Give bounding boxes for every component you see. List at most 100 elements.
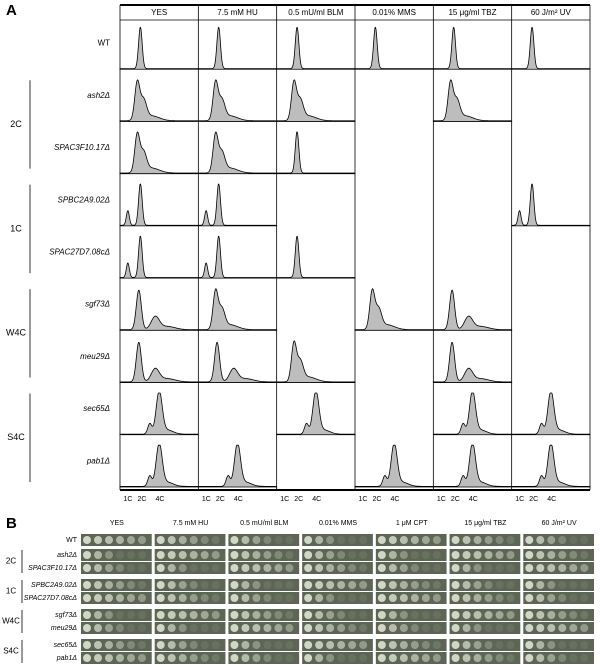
colony-spot xyxy=(525,551,534,559)
row-label: sgf73Δ xyxy=(55,612,77,619)
colony-spot xyxy=(421,594,430,602)
colony-spot xyxy=(105,581,113,589)
histogram xyxy=(432,79,513,122)
group-label: 1C xyxy=(10,223,22,233)
colony-spot xyxy=(211,611,220,619)
axis-label: 4C xyxy=(312,496,321,503)
colony-spot xyxy=(94,594,102,602)
colony-spot xyxy=(495,536,504,544)
colony-spot xyxy=(83,564,91,572)
panel-label: A xyxy=(6,2,17,19)
axis-label: 2C xyxy=(451,496,460,503)
colony-spot xyxy=(388,551,397,559)
colony-spot xyxy=(252,641,261,649)
colony-spot xyxy=(399,654,408,662)
colony-spot xyxy=(359,654,368,662)
colony-spot xyxy=(167,611,176,619)
colony-spot xyxy=(580,564,589,572)
column-header: YES xyxy=(151,8,167,17)
colony-spot xyxy=(432,536,441,544)
colony-spot xyxy=(285,611,294,619)
colony-spot xyxy=(337,536,346,544)
axis-label: 4C xyxy=(234,496,243,503)
colony-spot xyxy=(127,551,135,559)
colony-spot xyxy=(211,594,220,602)
axis-label: 1C xyxy=(202,496,211,503)
colony-spot xyxy=(348,536,357,544)
colony-spot xyxy=(558,564,567,572)
colony-spot xyxy=(547,654,556,662)
colony-spot xyxy=(138,564,146,572)
colony-spot xyxy=(156,624,165,632)
colony-spot xyxy=(495,594,504,602)
histogram xyxy=(354,444,435,488)
colony-spot xyxy=(473,641,482,649)
colony-spot xyxy=(462,624,471,632)
histogram xyxy=(276,340,356,383)
colony-spot xyxy=(105,536,113,544)
colony-spot xyxy=(399,611,408,619)
colony-spot xyxy=(252,654,261,662)
colony-spot xyxy=(388,654,397,662)
colony-spot xyxy=(337,551,346,559)
histogram xyxy=(197,131,278,175)
colony-spot xyxy=(105,594,113,602)
axis-label: 2C xyxy=(529,496,538,503)
colony-spot xyxy=(304,551,313,559)
colony-spot xyxy=(580,581,589,589)
colony-spot xyxy=(348,654,357,662)
colony-spot xyxy=(432,641,441,649)
colony-spot xyxy=(241,551,250,559)
colony-spot xyxy=(252,594,261,602)
colony-spot xyxy=(138,536,146,544)
column-header: 0.01% MMS xyxy=(372,8,416,17)
colony-spot xyxy=(569,581,578,589)
colony-spot xyxy=(116,624,124,632)
colony-spot xyxy=(138,641,146,649)
colony-spot xyxy=(506,641,515,649)
colony-spot xyxy=(399,551,408,559)
colony-spot xyxy=(83,654,91,662)
colony-spot xyxy=(558,536,567,544)
colony-spot xyxy=(421,611,430,619)
colony-spot xyxy=(337,654,346,662)
colony-spot xyxy=(377,654,386,662)
colony-spot xyxy=(377,641,386,649)
colony-spot xyxy=(304,536,313,544)
colony-spot xyxy=(536,624,545,632)
colony-spot xyxy=(178,611,187,619)
colony-spot xyxy=(263,581,272,589)
group-label: S4C xyxy=(7,432,25,442)
colony-spot xyxy=(462,654,471,662)
colony-spot xyxy=(200,641,209,649)
colony-spot xyxy=(337,641,346,649)
colony-spot xyxy=(451,551,460,559)
colony-spot xyxy=(388,581,397,589)
colony-spot xyxy=(580,624,589,632)
colony-spot xyxy=(421,624,430,632)
colony-spot xyxy=(525,564,534,572)
colony-spot xyxy=(580,654,589,662)
colony-spot xyxy=(252,551,261,559)
colony-spot xyxy=(241,624,250,632)
colony-spot xyxy=(156,611,165,619)
colony-spot xyxy=(547,624,556,632)
colony-spot xyxy=(105,654,113,662)
colony-spot xyxy=(156,654,165,662)
colony-spot xyxy=(536,551,545,559)
colony-spot xyxy=(547,564,556,572)
row-label: sec65Δ xyxy=(83,404,110,413)
colony-spot xyxy=(167,641,176,649)
colony-spot xyxy=(410,536,419,544)
colony-spot xyxy=(94,641,102,649)
colony-spot xyxy=(211,581,220,589)
colony-spot xyxy=(178,536,187,544)
colony-spot xyxy=(421,581,430,589)
colony-spot xyxy=(359,641,368,649)
column-header: 7.5 mM HU xyxy=(173,520,208,527)
colony-spot xyxy=(495,611,504,619)
colony-spot xyxy=(83,551,91,559)
group-label: 2C xyxy=(6,557,16,566)
colony-spot xyxy=(156,564,165,572)
